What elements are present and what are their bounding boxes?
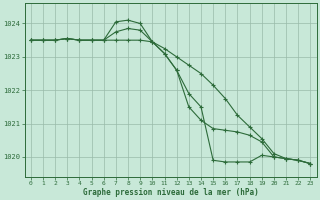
X-axis label: Graphe pression niveau de la mer (hPa): Graphe pression niveau de la mer (hPa) [83, 188, 259, 197]
